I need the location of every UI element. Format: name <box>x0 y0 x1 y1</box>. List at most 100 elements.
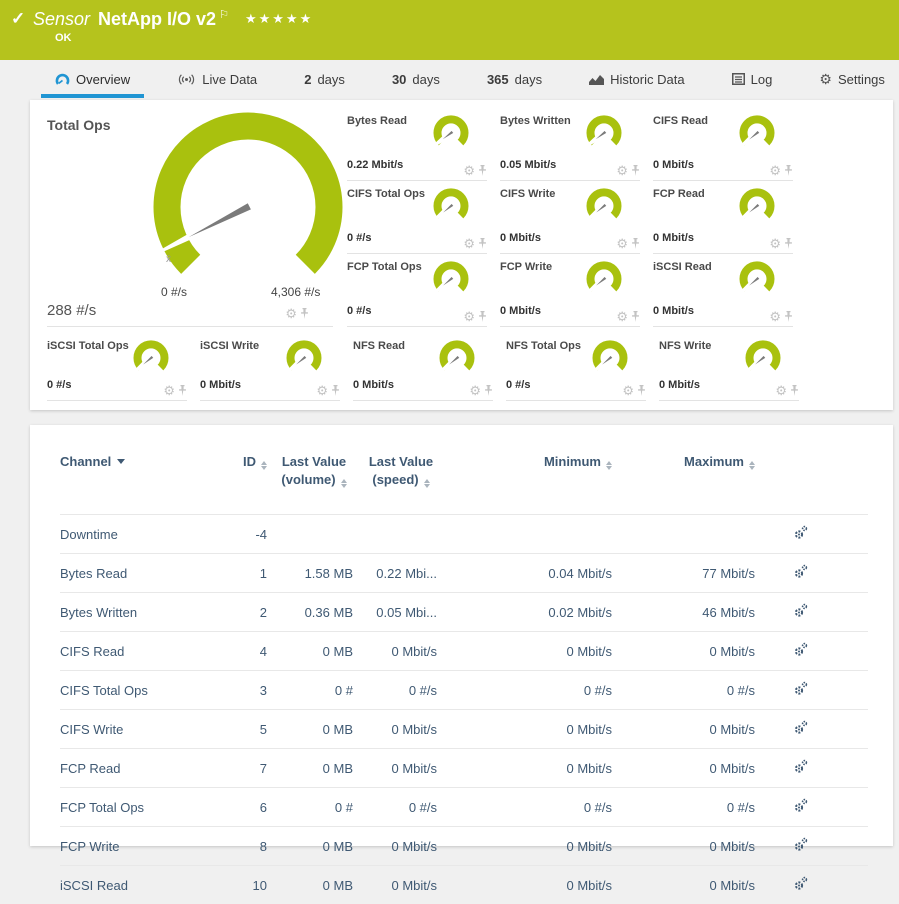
gauge-nfs-read: NFS Read 0 Mbit/s ⚙ <box>353 333 493 401</box>
gauge-settings-gear-icon[interactable]: ⚙ <box>769 236 781 251</box>
average-marker: x̄ <box>166 254 171 265</box>
tab-log[interactable]: Log <box>731 60 772 98</box>
gauge-settings-gear-icon[interactable]: ⚙ <box>463 309 475 324</box>
channel-settings-icon[interactable] <box>792 797 809 814</box>
minimum-value: 0 Mbit/s <box>455 631 630 671</box>
channel-name: FCP Read <box>60 748 220 788</box>
gauge-settings-gear-icon[interactable]: ⚙ <box>616 309 628 324</box>
tab-number: 30 <box>391 71 407 87</box>
gauge-settings-gear-icon[interactable]: ⚙ <box>316 383 328 398</box>
column-header-actions <box>780 443 868 515</box>
pin-icon[interactable] <box>784 310 793 323</box>
channel-settings-icon[interactable] <box>792 719 809 736</box>
channel-settings-icon[interactable] <box>792 836 809 853</box>
tab-365-days[interactable]: 365 days <box>487 60 542 98</box>
tab-number: 365 <box>486 71 509 87</box>
gauge-cifs-read: CIFS Read 0 Mbit/s ⚙ <box>653 108 793 181</box>
tab-2-days[interactable]: 2 days <box>304 60 345 98</box>
tab-historic-data[interactable]: Historic Data <box>589 60 685 98</box>
tab-live-data[interactable]: Live Data <box>177 60 257 98</box>
pin-icon[interactable] <box>300 307 309 320</box>
column-label: Last Value (speed) <box>368 454 434 487</box>
pin-icon[interactable] <box>478 310 487 323</box>
channel-settings-icon[interactable] <box>792 680 809 697</box>
last-value-speed: 0 Mbit/s <box>365 709 455 749</box>
column-header-maximum[interactable]: Maximum <box>630 443 780 515</box>
pin-icon[interactable] <box>637 384 646 397</box>
channel-row-cifs-write: CIFS Write 5 0 MB 0 Mbit/s 0 Mbit/s 0 Mbit/s <box>60 709 868 749</box>
pin-icon[interactable] <box>631 237 640 250</box>
last-value-volume <box>275 514 365 554</box>
column-header-last_volume[interactable]: Last Value (volume) <box>275 443 365 515</box>
pin-icon[interactable] <box>478 164 487 177</box>
last-value-speed: 0 #/s <box>365 787 455 827</box>
gauge-settings-gear-icon[interactable]: ⚙ <box>769 309 781 324</box>
pin-icon[interactable] <box>784 164 793 177</box>
table-header-row: Channel ID Last Value (volume) Last Value (… <box>60 443 868 515</box>
channel-id: 6 <box>220 787 275 827</box>
gauge-top-grid: Total Ops x̄ 0 #/s 4,306 #/s 288 #/s ⚙ B… <box>47 108 876 327</box>
gauge-settings-gear-icon[interactable]: ⚙ <box>463 163 475 178</box>
gauge-settings-gear-icon[interactable]: ⚙ <box>463 236 475 251</box>
tab-overview[interactable]: Overview <box>40 60 145 98</box>
column-header-minimum[interactable]: Minimum <box>455 443 630 515</box>
minimum-value: 0 #/s <box>455 787 630 827</box>
gauge-settings-gear-icon[interactable]: ⚙ <box>769 163 781 178</box>
gauge-settings-gear-icon[interactable]: ⚙ <box>285 306 297 321</box>
pin-icon[interactable] <box>178 384 187 397</box>
channel-settings-icon[interactable] <box>792 641 809 658</box>
gauge-icon <box>55 73 70 86</box>
pin-icon[interactable] <box>790 384 799 397</box>
pin-icon[interactable] <box>478 237 487 250</box>
gauge-settings-gear-icon[interactable]: ⚙ <box>622 383 634 398</box>
pin-icon[interactable] <box>484 384 493 397</box>
maximum-value <box>630 514 780 554</box>
channel-settings-icon[interactable] <box>792 524 809 541</box>
channel-id: 2 <box>220 592 275 632</box>
gauge-iscsi-total-ops: iSCSI Total Ops 0 #/s ⚙ <box>47 333 187 401</box>
pin-icon[interactable] <box>331 384 340 397</box>
channel-name: FCP Total Ops <box>60 787 220 827</box>
pin-icon[interactable] <box>631 310 640 323</box>
last-value-volume: 0 MB <box>275 865 365 904</box>
filter-arrow-icon <box>117 459 126 464</box>
gauge-settings-gear-icon[interactable]: ⚙ <box>616 163 628 178</box>
gauge-label: NFS Total Ops <box>506 340 581 352</box>
tab-settings[interactable]: ⚙ Settings <box>819 60 885 98</box>
channel-settings-icon[interactable] <box>792 875 809 892</box>
channel-actions <box>780 514 868 554</box>
maximum-value: 0 Mbit/s <box>630 631 780 671</box>
gauge-cell-icons: ⚙ <box>469 384 493 397</box>
maximum-value: 0 Mbit/s <box>630 826 780 866</box>
gauge-settings-gear-icon[interactable]: ⚙ <box>469 383 481 398</box>
gauge-total-ops: Total Ops x̄ 0 #/s 4,306 #/s 288 #/s ⚙ <box>47 108 343 327</box>
gauge-nfs-total-ops: NFS Total Ops 0 #/s ⚙ <box>506 333 646 401</box>
list-icon <box>731 73 745 85</box>
gauge-value: 0 Mbit/s <box>353 379 394 391</box>
channel-settings-icon[interactable] <box>792 602 809 619</box>
flag-icon[interactable]: ⚐ <box>219 9 229 21</box>
chart-icon <box>589 73 605 85</box>
last-value-volume: 0 MB <box>275 709 365 749</box>
channel-settings-icon[interactable] <box>792 563 809 580</box>
pin-icon[interactable] <box>631 164 640 177</box>
gauge-label: iSCSI Read <box>653 261 712 273</box>
column-header-last_speed[interactable]: Last Value (speed) <box>365 443 455 515</box>
priority-stars[interactable]: ★★★★★ <box>244 11 314 26</box>
tab-label: Overview <box>76 71 131 87</box>
gauge-settings-gear-icon[interactable]: ⚙ <box>775 383 787 398</box>
minimum-value: 0.02 Mbit/s <box>455 592 630 632</box>
pin-icon[interactable] <box>784 237 793 250</box>
column-header-id[interactable]: ID <box>220 443 275 515</box>
channel-settings-icon[interactable] <box>792 758 809 775</box>
gauge-label: FCP Read <box>653 188 705 200</box>
column-header-channel[interactable]: Channel <box>60 443 220 515</box>
channel-name: Downtime <box>60 514 220 554</box>
tab-30-days[interactable]: 30 days <box>392 60 440 98</box>
gauge-cell-icons: ⚙ <box>316 384 340 397</box>
sensor-type-label: Sensor <box>33 9 91 29</box>
gauge-settings-gear-icon[interactable]: ⚙ <box>163 383 175 398</box>
channel-table-panel: Channel ID Last Value (volume) Last Value (… <box>30 425 893 904</box>
last-value-volume: 0 MB <box>275 631 365 671</box>
gauge-settings-gear-icon[interactable]: ⚙ <box>616 236 628 251</box>
